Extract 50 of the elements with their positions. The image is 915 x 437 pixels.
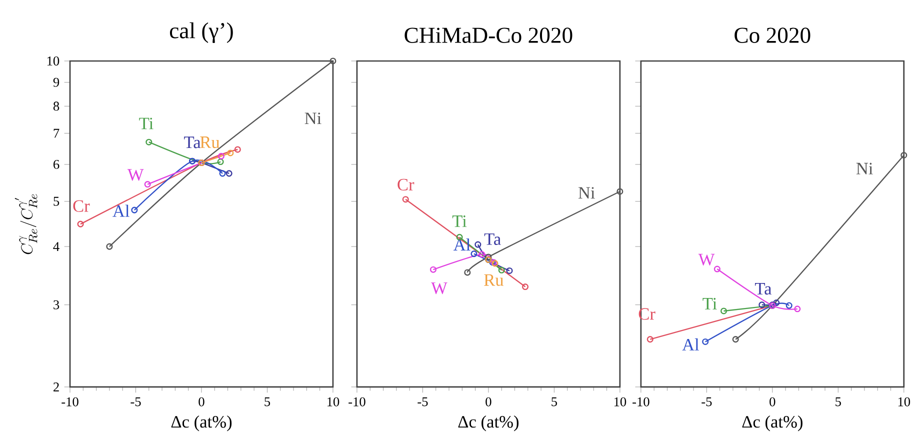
x-tick-label: 5 <box>264 397 270 406</box>
y-tick-label: 7 <box>54 128 60 138</box>
chart-title: cal (γ’) <box>170 22 233 43</box>
y-axis-title: $C^{\gamma}_{Re} / C^{\gamma'}_{Re}$ <box>14 194 38 254</box>
x-tick-label: -10 <box>62 397 78 406</box>
x-tick-label: 10 <box>614 397 626 406</box>
y-tick-label: 6 <box>54 160 60 169</box>
series-label: W <box>127 169 144 181</box>
x-tick-label: 10 <box>898 397 910 406</box>
series-label: Ni <box>856 162 873 174</box>
x-axis-title: Δc (at%) <box>458 416 519 432</box>
x-tick-label: -10 <box>348 397 366 406</box>
x-tick-label: 10 <box>327 397 340 406</box>
series-label: Ru <box>200 136 220 148</box>
x-tick-label: -5 <box>418 397 428 406</box>
chart-title: CHiMaD-Co 2020 <box>404 28 572 43</box>
series-label: W <box>431 282 448 294</box>
y-tick-label: 4 <box>53 242 60 251</box>
y-tick-label: 2 <box>54 382 59 392</box>
x-tick-label: 5 <box>552 397 557 406</box>
x-tick-label: 5 <box>836 397 841 406</box>
series-label: Al <box>112 204 130 217</box>
x-tick-label: -10 <box>632 397 650 406</box>
series-label: Ti <box>139 118 154 130</box>
series-label: Ta <box>484 233 501 245</box>
x-axis-title: Δc (at%) <box>742 416 802 432</box>
y-tick-label: 9 <box>53 78 60 87</box>
y-tick-label: 10 <box>47 56 60 66</box>
series-label: Ti <box>452 215 467 227</box>
x-axis-title: Δc (at%) <box>171 416 232 432</box>
series-label: Ti <box>702 298 717 310</box>
series-label: W <box>698 254 715 266</box>
x-tick-label: 0 <box>770 397 776 406</box>
x-tick-label: 0 <box>198 397 204 406</box>
y-tick-label: 3 <box>54 300 60 310</box>
x-tick-label: 0 <box>486 397 492 406</box>
series-label: Ta <box>754 283 772 295</box>
series-label: Ni <box>578 187 595 199</box>
series-label: Ni <box>304 112 322 124</box>
x-tick-label: -5 <box>702 397 712 406</box>
series-label: Cr <box>398 178 414 191</box>
series-label: Al <box>453 238 470 251</box>
x-tick-label: -5 <box>130 397 141 406</box>
y-tick-label: 8 <box>53 102 60 111</box>
series-label: Cr <box>73 200 90 212</box>
series-label: Ta <box>184 136 201 148</box>
series-label: Al <box>682 338 700 350</box>
chart-title: Co 2020 <box>734 28 810 43</box>
series-label: Ru <box>484 274 504 286</box>
y-tick-label: 5 <box>54 196 60 206</box>
